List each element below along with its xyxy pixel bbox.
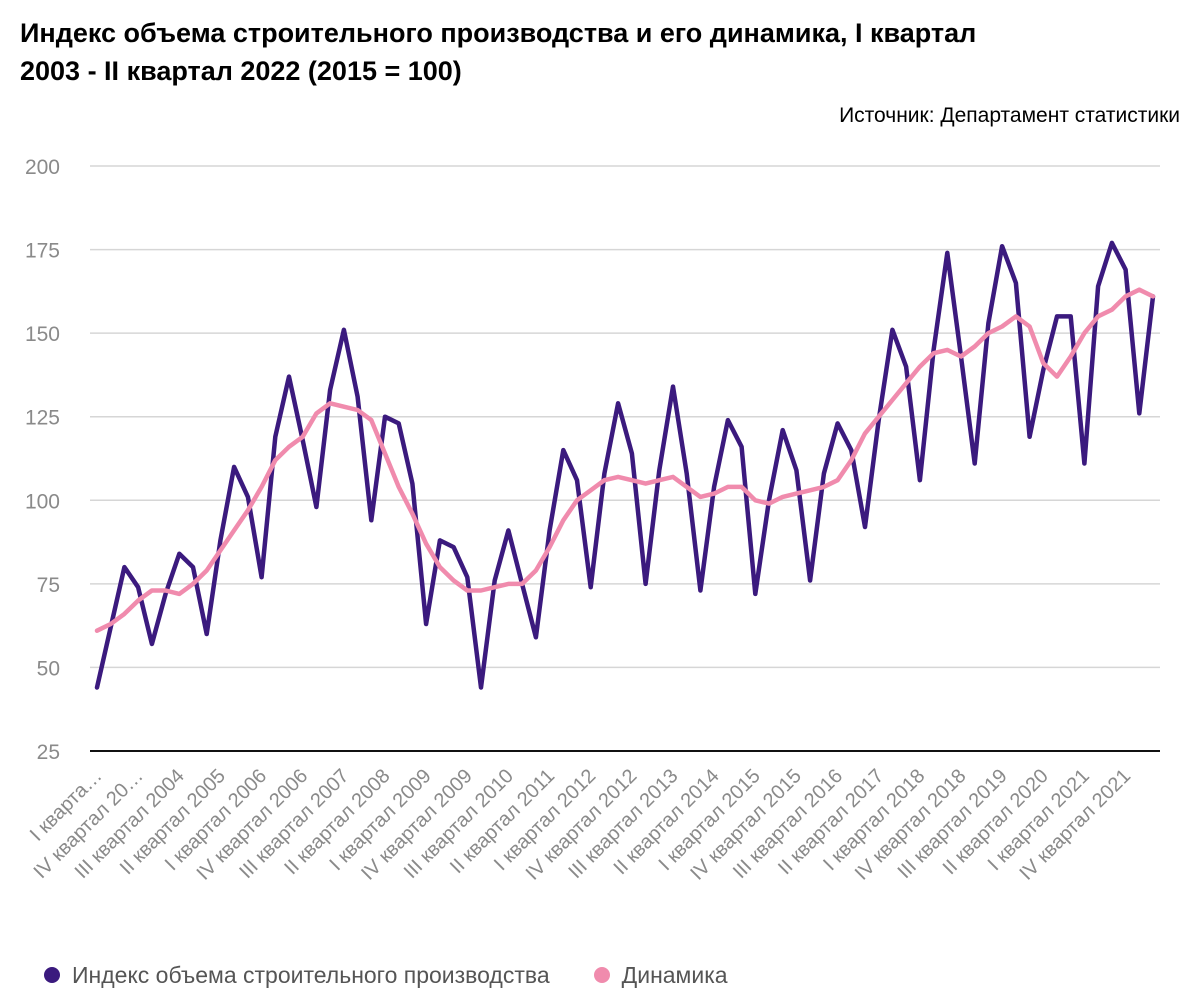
chart-title: Индекс объема строительного производства…	[20, 18, 977, 86]
y-tick-label: 175	[25, 240, 60, 263]
series-line-index	[94, 240, 1156, 690]
y-tick-label: 125	[25, 407, 60, 430]
legend: Индекс объема строительного производства…	[44, 958, 772, 992]
series-line-dynamics	[94, 287, 1156, 633]
legend-item-index[interactable]: Индекс объема строительного производства	[44, 962, 550, 989]
y-tick-label: 150	[25, 323, 60, 346]
legend-label-index: Индекс объема строительного производства	[72, 961, 550, 988]
y-tick-label: 200	[25, 156, 60, 179]
y-tick-label: 75	[37, 574, 60, 597]
y-tick-label: 100	[25, 490, 60, 513]
legend-swatch-index	[44, 967, 60, 983]
legend-swatch-dynamics	[593, 967, 610, 983]
legend-item-dynamics[interactable]: Динамика	[593, 961, 728, 989]
y-tick-label: 25	[37, 741, 60, 764]
y-tick-label: 50	[37, 657, 60, 680]
legend-label-dynamics: Динамика	[621, 961, 728, 988]
source-note: Источник: Департамент статистики	[839, 104, 1180, 127]
